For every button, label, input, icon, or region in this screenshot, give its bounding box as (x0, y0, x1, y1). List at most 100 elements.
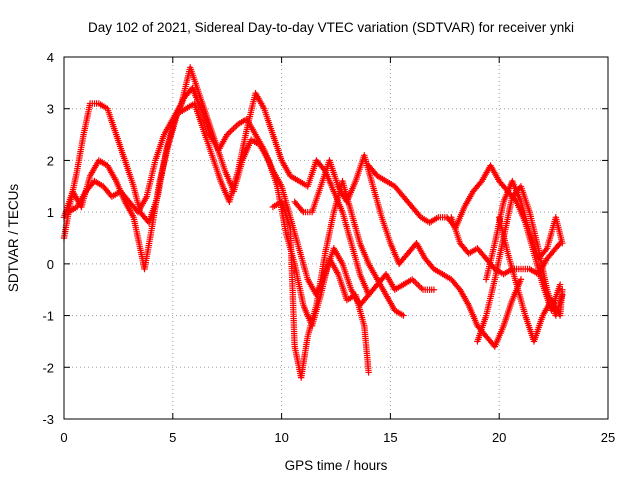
data-point (200, 126, 215, 157)
y-tick-label: 1 (47, 205, 54, 220)
x-tick-label: 5 (169, 430, 176, 445)
data-point (378, 214, 393, 245)
data-point (278, 183, 293, 219)
data-point (278, 198, 293, 229)
data-point (526, 229, 541, 260)
data-point (295, 245, 311, 281)
data-point (113, 131, 128, 162)
data-point (265, 157, 280, 188)
data-point (298, 335, 311, 381)
data-point (426, 215, 440, 226)
data-point (387, 240, 402, 266)
data-point (382, 177, 397, 189)
data-point (130, 214, 143, 250)
series-sat-e (291, 152, 525, 350)
data-point (543, 246, 558, 262)
data-point (559, 239, 566, 247)
data-point (356, 271, 371, 297)
data-point (526, 208, 542, 250)
data-point (278, 157, 293, 178)
data-point (287, 172, 301, 184)
data-point (91, 177, 105, 189)
data-point (204, 115, 219, 147)
data-point (530, 314, 546, 345)
data-point (95, 100, 109, 111)
data-point (391, 183, 406, 199)
data-point (121, 157, 137, 188)
data-point (121, 198, 136, 219)
data-point (500, 298, 515, 330)
data-point (374, 276, 389, 297)
data-point (391, 307, 405, 318)
data-point (208, 152, 224, 183)
data-point (382, 291, 397, 312)
data-point (291, 198, 306, 214)
data-point (143, 159, 159, 200)
y-axis-label: SDTVAR / TECUs (6, 184, 21, 293)
data-point (448, 276, 462, 292)
data-point (409, 203, 423, 219)
data-point (474, 314, 489, 345)
data-point (335, 271, 350, 302)
y-tick-label: 3 (47, 102, 54, 117)
data-point (400, 193, 415, 209)
data-point (295, 177, 310, 189)
data-point (365, 162, 380, 178)
data-point (517, 198, 533, 234)
data-point (491, 236, 507, 283)
data-point (465, 302, 480, 328)
data-point (195, 90, 211, 121)
data-point (365, 282, 380, 299)
data-point (134, 195, 149, 216)
y-tick-label: -3 (42, 412, 54, 427)
data-point (269, 131, 285, 162)
data-point (330, 245, 345, 266)
data-point (400, 277, 414, 288)
data-point (556, 288, 566, 319)
data-point (73, 133, 87, 174)
series-sat-c (65, 64, 372, 376)
data-point (535, 246, 549, 262)
data-point (365, 369, 372, 376)
data-point (496, 214, 511, 255)
data-point (65, 204, 79, 216)
data-point (304, 304, 319, 340)
chart-title: Day 102 of 2021, Sidereal Day-to-day VTE… (88, 20, 574, 35)
data-point (141, 231, 154, 273)
data-point (256, 141, 271, 162)
x-axis-label: GPS time / hours (285, 458, 388, 473)
data-point (365, 260, 380, 281)
data-point (182, 101, 196, 112)
data-point (269, 199, 284, 211)
y-tick-label: 2 (47, 153, 54, 168)
data-point (326, 157, 341, 188)
data-point (224, 122, 240, 138)
x-tick-label: 0 (60, 430, 67, 445)
data-point (513, 281, 528, 317)
data-point (80, 102, 93, 138)
data-point (152, 133, 167, 164)
x-tick-label: 10 (274, 430, 288, 445)
data-point (526, 265, 540, 277)
data-point (104, 105, 119, 136)
data-point (374, 172, 388, 184)
data-point (160, 117, 175, 138)
data-point (391, 282, 405, 293)
data-point (234, 116, 249, 128)
data-point (343, 179, 358, 205)
data-point (261, 105, 276, 136)
data-point (308, 185, 324, 216)
data-point (552, 214, 565, 245)
data-point (247, 136, 262, 148)
data-point (487, 162, 502, 183)
data-point (482, 242, 498, 283)
data-point (326, 255, 341, 276)
data-point (156, 143, 172, 185)
data-point (482, 278, 498, 319)
data-point (321, 211, 337, 257)
data-point (73, 190, 88, 211)
data-points (60, 64, 566, 381)
data-point (361, 322, 372, 374)
data-point (304, 159, 319, 190)
plot-frame (63, 56, 609, 420)
